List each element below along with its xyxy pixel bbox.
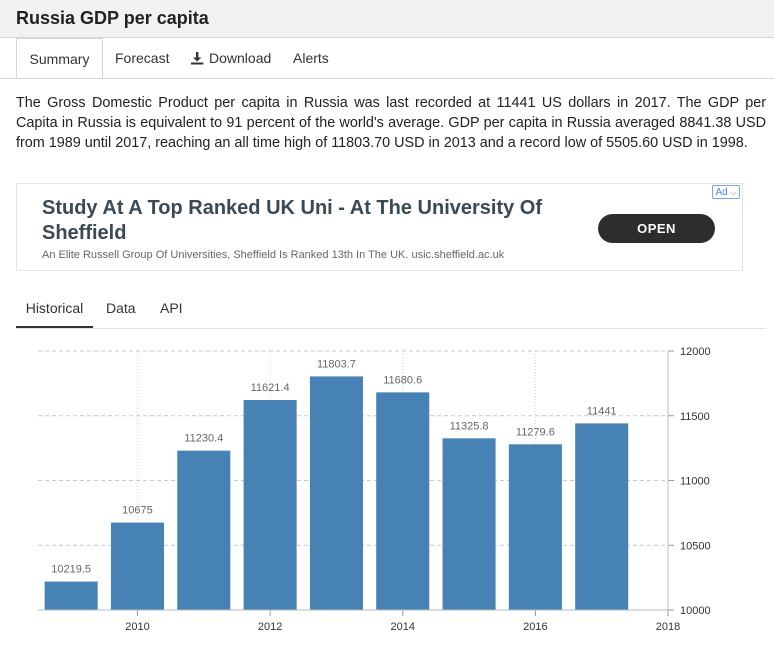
ad-banner[interactable]: Ad ⌵ Study At A Top Ranked UK Uni - At T… <box>16 183 743 271</box>
tab-bar: Summary Forecast Download Alerts <box>0 38 774 79</box>
chart-axes: 10000 10500 11000 11500 12000 2010 2012 2014 201… <box>38 346 711 633</box>
title-bar: Russia GDP per capita <box>0 0 774 38</box>
bar-value-label: 11621.4 <box>251 382 290 394</box>
bar <box>44 581 98 610</box>
subtab-historical-label: Historical <box>25 300 84 316</box>
tab-alerts[interactable]: Alerts <box>293 38 329 78</box>
bar <box>508 444 562 610</box>
bar <box>243 400 297 610</box>
subtab-api[interactable]: API <box>160 292 183 328</box>
y-tick-label: 12000 <box>680 346 711 358</box>
page-title: Russia GDP per capita <box>16 8 209 28</box>
bar-value-label: 11680.6 <box>383 374 422 386</box>
bar-value-label: 11325.8 <box>450 420 489 432</box>
ad-badge[interactable]: Ad ⌵ <box>712 185 740 199</box>
y-tick-label: 11500 <box>680 411 710 423</box>
chart-bars <box>44 376 629 610</box>
ad-badge-label: Ad <box>715 187 728 198</box>
bar-value-label: 10219.5 <box>51 564 91 576</box>
summary-description: The Gross Domestic Product per capita in… <box>16 95 766 151</box>
bar <box>177 450 231 610</box>
subtab-historical[interactable]: Historical <box>16 292 93 328</box>
ad-open-button[interactable]: OPEN <box>598 214 715 243</box>
x-tick-label: 2012 <box>258 621 282 633</box>
tab-alerts-label: Alerts <box>293 50 329 66</box>
chart-tab-bar: Historical Data API <box>16 292 766 329</box>
bar-value-label: 11279.6 <box>516 426 555 438</box>
gdp-bar-chart: 10219.5 10675 11230.4 11621.4 11803.7 11680.6… <box>38 346 711 633</box>
x-tick-label: 2018 <box>656 621 680 633</box>
bar <box>110 522 164 610</box>
ad-subtext: An Elite Russell Group Of Universities, … <box>42 249 505 261</box>
tab-download-label: Download <box>209 50 272 66</box>
bar <box>442 438 496 610</box>
chevron-down-icon: ⌵ <box>730 188 737 197</box>
y-tick-label: 10000 <box>680 605 711 617</box>
x-tick-label: 2016 <box>523 621 547 633</box>
bar-value-label: 10675 <box>122 505 153 517</box>
subtab-data-label: Data <box>106 300 136 316</box>
bar <box>575 423 629 610</box>
bar <box>309 376 363 610</box>
subtab-api-label: API <box>160 300 183 316</box>
bar-value-label: 11230.4 <box>184 433 223 445</box>
bar-value-label: 11441 <box>587 405 617 417</box>
ad-headline[interactable]: Study At A Top Ranked UK Uni - At The Un… <box>42 197 543 244</box>
chart-bar-labels: 10219.5 10675 11230.4 11621.4 11803.7 11680.6… <box>51 358 616 575</box>
tab-summary[interactable]: Summary <box>16 38 103 78</box>
bar <box>376 392 430 610</box>
tab-download[interactable]: Download <box>190 38 271 78</box>
tab-forecast-label: Forecast <box>115 50 170 66</box>
download-icon <box>191 52 204 65</box>
y-tick-label: 11000 <box>680 476 710 488</box>
bar-value-label: 11803.7 <box>317 358 356 370</box>
x-tick-label: 2014 <box>390 621 414 633</box>
subtab-data[interactable]: Data <box>106 292 136 328</box>
x-tick-label: 2010 <box>125 621 149 633</box>
tab-summary-label: Summary <box>29 51 90 67</box>
tab-forecast[interactable]: Forecast <box>115 38 169 78</box>
y-tick-label: 10500 <box>680 540 711 552</box>
